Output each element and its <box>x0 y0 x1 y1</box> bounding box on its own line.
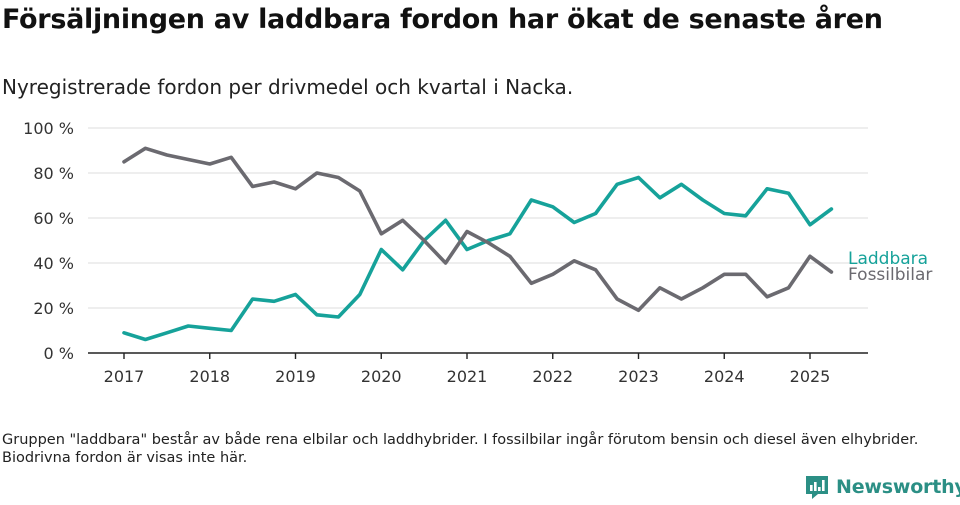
y-tick-label: 20 % <box>33 299 74 318</box>
x-tick-label: 2021 <box>447 367 488 386</box>
footnote: Gruppen "laddbara" består av både rena e… <box>2 432 919 466</box>
series-label-laddbara: Laddbara <box>848 249 928 269</box>
x-tick-label: 2017 <box>104 367 145 386</box>
brand-logo[interactable]: Newsworthy <box>804 474 960 500</box>
x-tick-label: 2019 <box>275 367 316 386</box>
x-tick-label: 2022 <box>532 367 573 386</box>
series-line-fossilbilar <box>122 146 834 313</box>
chart-subtitle: Nyregistrerade fordon per drivmedel och … <box>2 75 574 99</box>
y-tick-label: 60 % <box>33 209 74 228</box>
x-tick-label: 2020 <box>361 367 402 386</box>
line-chart: 100 % 80 % 60 % 40 % 20 % 0 % 2017 2018 2019 202… <box>23 119 932 386</box>
series-line-laddbara <box>122 175 834 342</box>
y-tick-label: 100 % <box>23 119 74 138</box>
newsworthy-logo-icon <box>806 476 828 499</box>
series-label-fossilbilar: Fossilbilar <box>848 265 932 285</box>
y-tick-label: 0 % <box>44 344 74 363</box>
x-tick-label: 2025 <box>790 367 831 386</box>
y-tick-label: 80 % <box>33 164 74 183</box>
chart-title: Försäljningen av laddbara fordon har öka… <box>2 4 883 35</box>
brand-name: Newsworthy <box>836 476 960 498</box>
x-tick-label: 2023 <box>618 367 659 386</box>
x-tick-label: 2018 <box>189 367 230 386</box>
y-tick-label: 40 % <box>33 254 74 273</box>
x-tick-label: 2024 <box>704 367 745 386</box>
